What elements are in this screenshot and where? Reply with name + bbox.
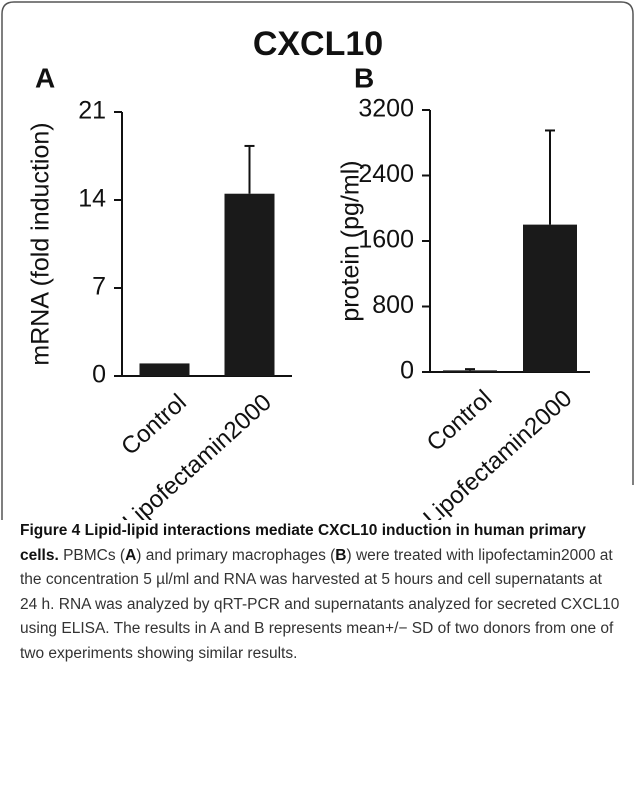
x-tick-label: Control xyxy=(422,385,498,457)
frame xyxy=(1,1,634,520)
y-tick-label: 3200 xyxy=(358,95,414,123)
x-tick-label: Control xyxy=(116,389,192,461)
y-tick-label: 800 xyxy=(372,291,414,319)
bar xyxy=(523,224,577,372)
caption: Figure 4 Lipid-lipid interactions mediat… xyxy=(20,519,620,666)
bar xyxy=(443,370,497,372)
panel-label: B xyxy=(354,62,374,93)
caption-text: PBMCs ( xyxy=(58,546,126,564)
x-tick-label: Lipofectamin2000 xyxy=(118,389,277,520)
bar xyxy=(224,193,275,376)
y-tick-label: 7 xyxy=(92,273,106,301)
y-tick-label: 14 xyxy=(78,185,106,213)
y-axis-label: protein (pg/ml) xyxy=(337,160,365,321)
y-tick-label: 1600 xyxy=(358,226,414,254)
caption-bold-text: A xyxy=(125,546,137,564)
figure-title: CXCL10 xyxy=(253,25,383,63)
caption-text: ) were treated with lipofectamin2000 at … xyxy=(20,546,620,662)
y-tick-label: 0 xyxy=(92,361,106,389)
caption-text: ) and primary macrophages ( xyxy=(136,546,336,564)
bar xyxy=(139,363,190,376)
y-tick-label: 2400 xyxy=(358,160,414,188)
y-tick-label: 21 xyxy=(78,97,106,125)
panel-label: A xyxy=(35,62,55,93)
caption-bold-text: B xyxy=(335,546,347,564)
caption-bold-text: Figure 4 Lipid-lipid interactions mediat… xyxy=(20,522,586,564)
y-tick-label: 0 xyxy=(400,357,414,385)
y-axis-label: mRNA (fold induction) xyxy=(27,122,55,365)
